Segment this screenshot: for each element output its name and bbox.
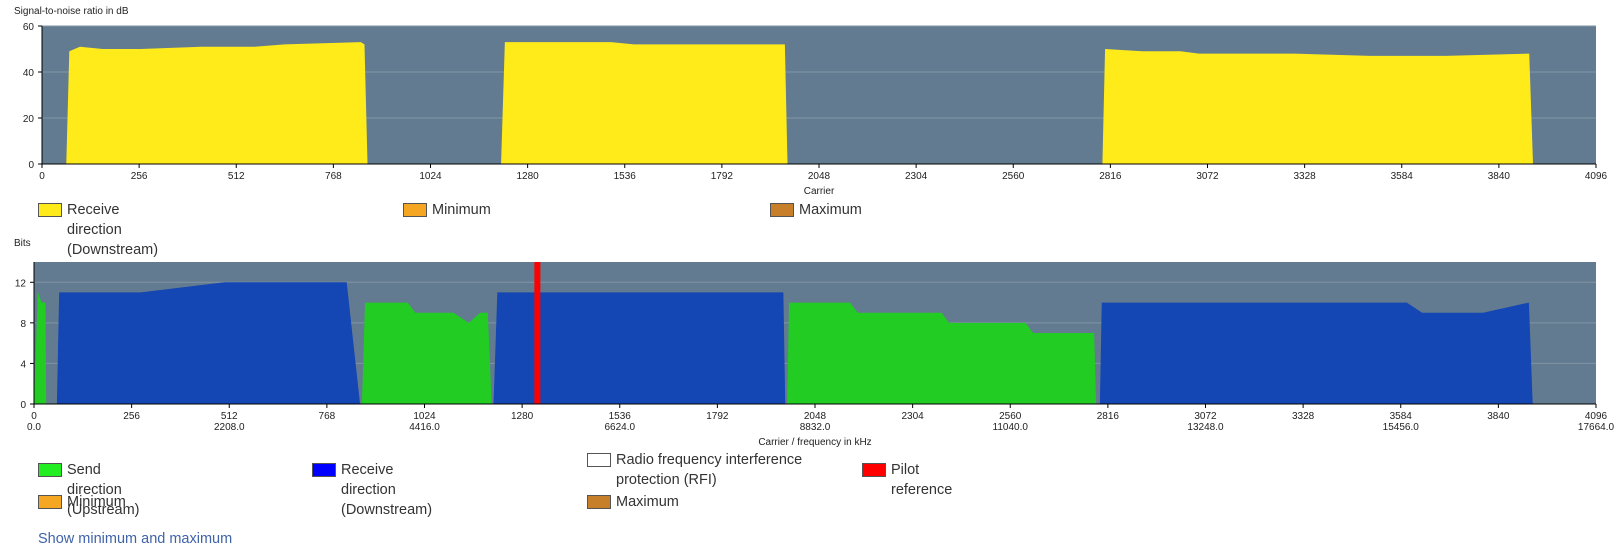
series-area	[493, 292, 786, 404]
legend-swatch	[403, 203, 427, 217]
y-tick-label: 12	[15, 278, 27, 289]
legend-label: Send direction (Upstream)	[67, 462, 140, 518]
x-tick-label: 1792	[711, 171, 734, 182]
x-tick-label: 256	[131, 171, 148, 182]
snr-legend-item[interactable]: Minimum	[403, 200, 491, 220]
x-tick-label-frequency: 6624.0	[604, 422, 635, 433]
legend-label: Minimum	[67, 494, 126, 510]
legend-label: Minimum	[432, 202, 491, 218]
series-area	[1099, 302, 1533, 404]
x-tick-label: 3328	[1294, 171, 1317, 182]
x-tick-label: 3840	[1488, 171, 1511, 182]
bits-legend-item[interactable]: Send direction (Upstream)	[38, 460, 140, 520]
y-tick-label: 8	[20, 319, 26, 330]
x-tick-label: 0	[31, 411, 37, 422]
x-tick-label-frequency: 17664.0	[1578, 422, 1615, 433]
x-tick-label: 3584	[1390, 411, 1413, 422]
series-area	[56, 282, 361, 404]
x-tick-label: 4096	[1585, 411, 1608, 422]
legend-swatch	[862, 463, 886, 477]
y-tick-label: 60	[23, 22, 35, 33]
bits-chart-title: Bits	[14, 238, 31, 249]
series-area	[787, 302, 1097, 404]
x-tick-label: 512	[221, 411, 238, 422]
y-tick-label: 4	[20, 359, 26, 370]
x-tick-label: 1536	[609, 411, 632, 422]
x-tick-label: 1280	[517, 171, 540, 182]
series-area	[34, 292, 47, 404]
legend-swatch	[770, 203, 794, 217]
x-tick-label: 2816	[1099, 171, 1122, 182]
x-tick-label: 768	[325, 171, 342, 182]
x-axis-title: Carrier / frequency in kHz	[758, 437, 871, 448]
snr-legend-item[interactable]: Receive direction (Downstream)	[38, 200, 158, 260]
x-tick-label-frequency: 0.0	[27, 422, 41, 433]
x-tick-label: 1280	[511, 411, 534, 422]
x-tick-label: 2304	[905, 171, 928, 182]
x-tick-label-frequency: 11040.0	[993, 422, 1029, 433]
x-tick-label: 3072	[1194, 411, 1217, 422]
bits-legend-item[interactable]: Maximum	[587, 492, 679, 512]
legend-swatch	[587, 453, 611, 467]
legend-label: Maximum	[799, 202, 862, 218]
show-minmax-link[interactable]: Show minimum and maximum	[38, 531, 233, 547]
series-area	[1102, 49, 1534, 164]
pilot-reference-mark	[534, 262, 541, 404]
x-tick-label: 3584	[1391, 171, 1414, 182]
bits-legend-item[interactable]: Minimum	[38, 492, 126, 512]
x-tick-label: 512	[228, 171, 245, 182]
x-tick-label-frequency: 2208.0	[214, 422, 245, 433]
legend-label: Receive direction (Downstream)	[67, 202, 159, 258]
x-tick-label: 2048	[808, 171, 831, 182]
snr-chart: 0 256 512 768 1024 1280 1536 1792 2048 2304 2560 28…	[23, 22, 1608, 197]
legend-swatch	[312, 463, 336, 477]
x-tick-label: 2048	[804, 411, 827, 422]
legend-label: Receive direction (Downstream)	[341, 462, 433, 518]
x-tick-label: 3072	[1196, 171, 1219, 182]
x-tick-label: 2560	[1002, 171, 1025, 182]
x-tick-label: 1536	[614, 171, 637, 182]
snr-legend-item[interactable]: Maximum	[770, 200, 862, 220]
x-tick-label: 2560	[999, 411, 1022, 422]
bits-legend-item[interactable]: Pilot reference	[862, 460, 952, 500]
x-tick-label-frequency: 4416.0	[409, 422, 440, 433]
x-tick-label-frequency: 8832.0	[800, 422, 831, 433]
x-tick-label: 1024	[413, 411, 436, 422]
series-area	[501, 42, 788, 164]
x-tick-label: 4096	[1585, 171, 1608, 182]
legend-swatch	[587, 495, 611, 509]
snr-chart-title: Signal-to-noise ratio in dB	[14, 6, 129, 17]
x-tick-label: 3840	[1487, 411, 1510, 422]
x-tick-label: 1792	[706, 411, 729, 422]
bits-legend-item[interactable]: Receive direction (Downstream)	[312, 460, 432, 520]
legend-label: Radio frequency interference protection …	[616, 452, 803, 488]
x-tick-label: 256	[123, 411, 140, 422]
x-tick-label: 1024	[419, 171, 442, 182]
x-axis-title: Carrier	[804, 186, 835, 197]
x-tick-label: 2816	[1097, 411, 1120, 422]
y-tick-label: 0	[28, 160, 34, 171]
y-tick-label: 40	[23, 68, 35, 79]
legend-swatch	[38, 495, 62, 509]
x-tick-label-frequency: 13248.0	[1187, 422, 1224, 433]
series-area	[361, 302, 492, 404]
y-tick-label: 20	[23, 114, 35, 125]
x-tick-label: 2304	[902, 411, 925, 422]
x-tick-label: 3328	[1292, 411, 1315, 422]
bits-legend-item[interactable]: Radio frequency interference protection …	[587, 450, 837, 490]
x-tick-label-frequency: 15456.0	[1383, 422, 1420, 433]
legend-swatch	[38, 463, 62, 477]
legend-swatch	[38, 203, 62, 217]
x-tick-label: 768	[319, 411, 336, 422]
legend-label: Pilot reference	[891, 462, 953, 498]
x-tick-label: 0	[39, 171, 45, 182]
series-area	[66, 42, 368, 164]
y-tick-label: 0	[20, 400, 26, 411]
legend-label: Maximum	[616, 494, 679, 510]
